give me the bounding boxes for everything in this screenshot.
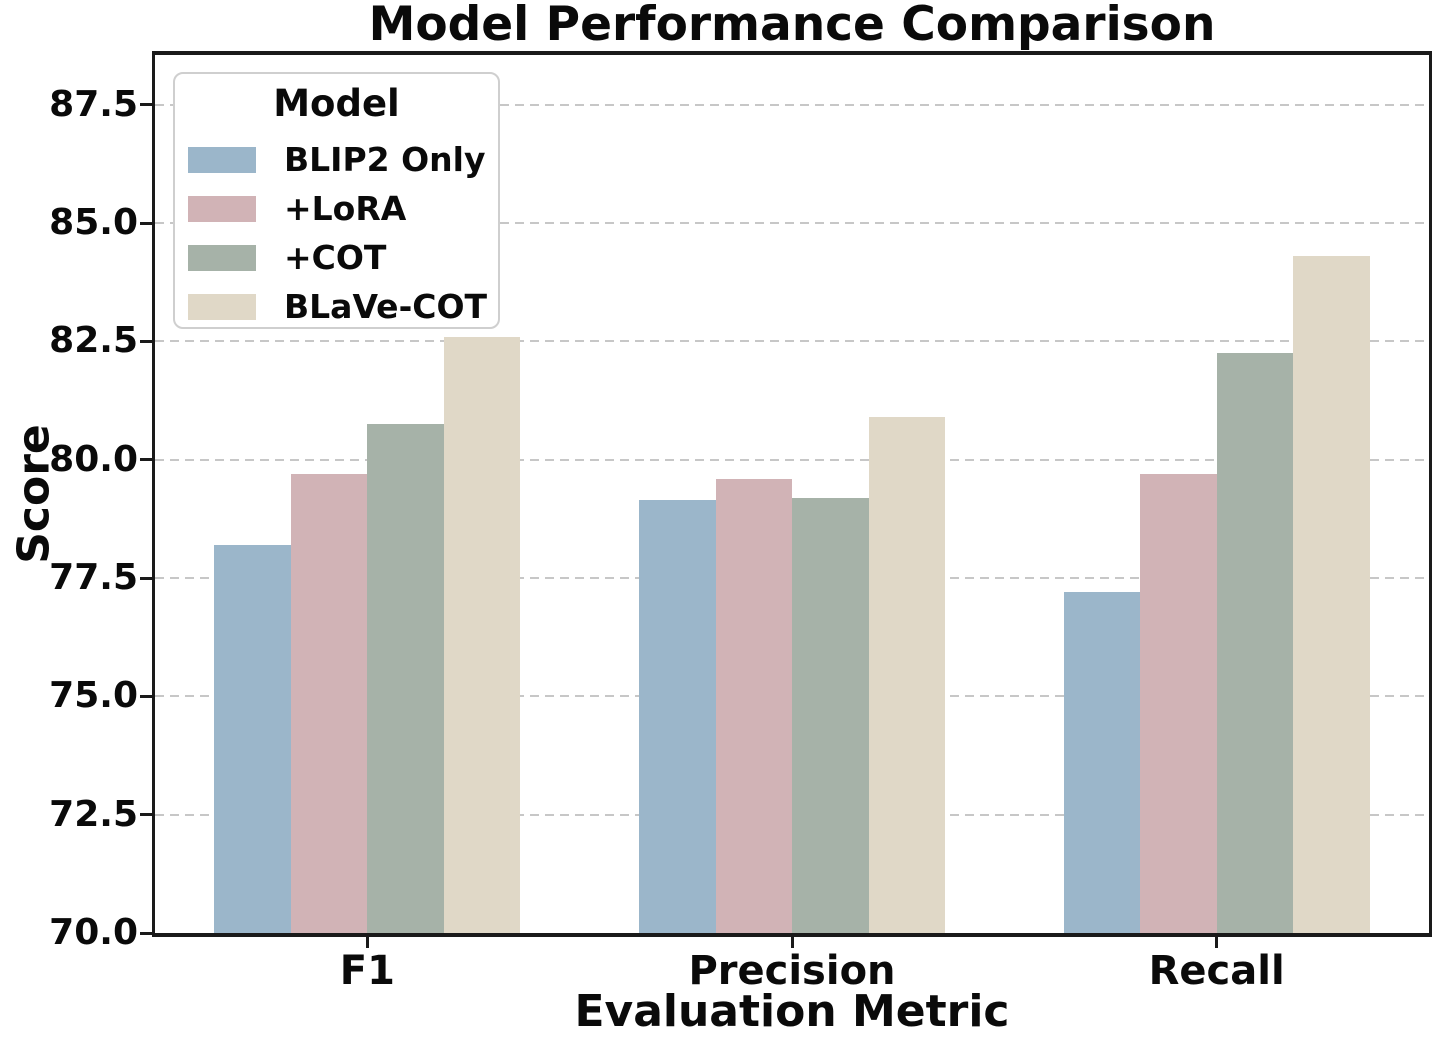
- gridline-82.5: [155, 340, 1429, 343]
- legend-title: Model: [273, 82, 400, 125]
- y-tick-label-82.5: 82.5: [49, 320, 138, 362]
- gridline-80: [155, 458, 1429, 461]
- y-tick-label-77.5: 77.5: [49, 557, 138, 598]
- x-axis-label: Evaluation Metric: [574, 986, 1010, 1037]
- legend-item-lora: +LoRA: [175, 184, 498, 233]
- bar-recall-cot: [1216, 353, 1294, 933]
- y-tick-mark-75: [140, 694, 152, 698]
- y-tick-label-85: 85.0: [49, 202, 138, 244]
- bar-recall-blave-cot: [1293, 256, 1370, 933]
- y-tick-label-72.5: 72.5: [49, 793, 138, 835]
- x-tick-label-f1: F1: [339, 948, 395, 994]
- legend-item-blip2-only: BLIP2 Only: [175, 135, 498, 184]
- legend-item-label: BLaVe-COT: [284, 287, 488, 326]
- gridline-87.5: [155, 103, 1429, 106]
- y-tick-label-87.5: 87.5: [49, 83, 138, 125]
- bar-recall-blip2-only: [1063, 592, 1141, 933]
- x-tick-mark-f1: [365, 937, 369, 948]
- gridline-85: [155, 222, 1429, 225]
- x-tick-mark-recall: [1215, 937, 1219, 948]
- legend: Model BLIP2 Only +LoRA +COT BLaVe-COT: [173, 72, 500, 329]
- bar-f1-blave-cot: [443, 336, 521, 933]
- y-tick-mark-82.5: [140, 339, 152, 343]
- x-tick-label-recall: Recall: [1148, 948, 1285, 994]
- bar-precision-lora: [715, 478, 792, 933]
- legend-swatch-blip2-only: [188, 146, 256, 173]
- bar-f1-blip2-only: [214, 544, 291, 933]
- chart-title: Model Performance Comparison: [368, 0, 1216, 52]
- legend-item-label: +COT: [284, 238, 387, 277]
- bar-recall-lora: [1140, 473, 1217, 933]
- legend-item-cot: +COT: [175, 233, 498, 282]
- legend-item-label: BLIP2 Only: [284, 140, 486, 179]
- x-tick-mark-precision: [790, 937, 794, 948]
- legend-item-blave-cot: BLaVe-COT: [175, 282, 498, 331]
- legend-swatch-lora: [188, 195, 256, 222]
- legend-item-label: +LoRA: [284, 189, 407, 228]
- bar-precision-blip2-only: [639, 499, 716, 933]
- y-tick-mark-77.5: [140, 576, 152, 580]
- plot-area: [152, 51, 1432, 937]
- x-tick-label-precision: Precision: [688, 948, 896, 994]
- bar-precision-blave-cot: [868, 417, 945, 933]
- legend-swatch-cot: [188, 244, 256, 271]
- bar-f1-cot: [367, 424, 444, 933]
- legend-items: BLIP2 Only +LoRA +COT BLaVe-COT: [175, 135, 498, 331]
- y-tick-label-75: 75.0: [49, 675, 138, 717]
- bar-f1-lora: [290, 473, 368, 933]
- y-tick-mark-80: [140, 458, 152, 462]
- y-tick-mark-85: [140, 221, 152, 225]
- y-tick-mark-72.5: [140, 813, 152, 817]
- bar-precision-cot: [792, 497, 869, 933]
- y-tick-mark-70: [140, 931, 152, 935]
- y-tick-mark-87.5: [140, 103, 152, 107]
- legend-swatch-blave-cot: [188, 293, 256, 320]
- y-tick-label-80: 80.0: [49, 438, 138, 480]
- y-tick-label-70: 70.0: [49, 912, 138, 953]
